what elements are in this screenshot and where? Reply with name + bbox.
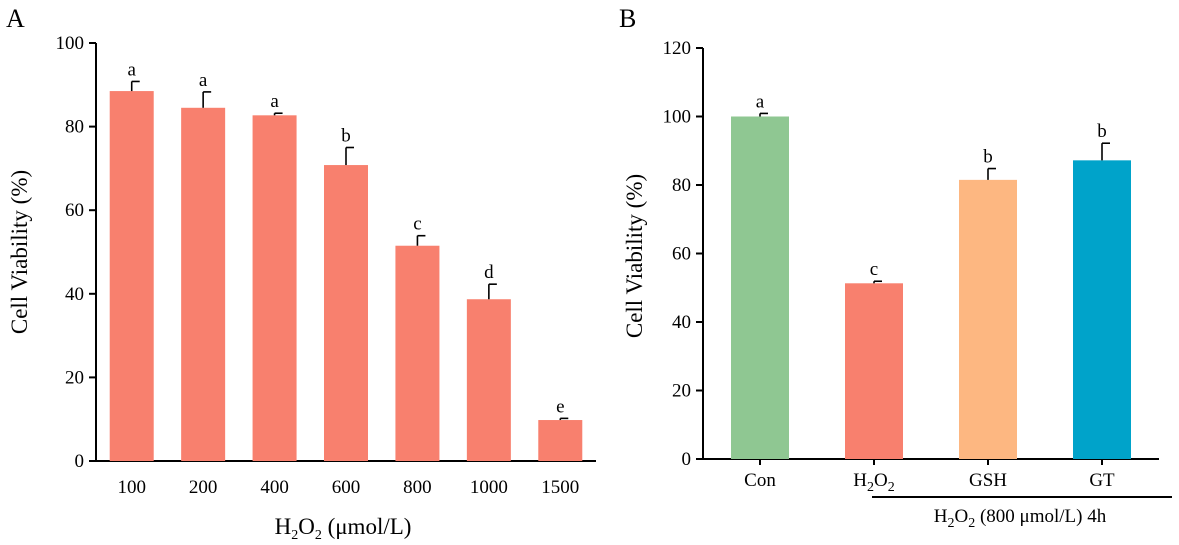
- xlabel-a-sub2: 2: [315, 528, 322, 543]
- chart-b: 0 20 40 60 80 100 120 a Con c H2O2 b GSH b GT Cell Vi…: [622, 38, 1172, 531]
- bar: [731, 116, 789, 459]
- y-tick-label: 40: [672, 312, 691, 333]
- bar: [466, 299, 511, 461]
- x-tick-label: GSH: [969, 470, 1007, 491]
- y-tick-label: 60: [672, 244, 691, 265]
- y-tick-label: 20: [672, 381, 691, 402]
- xlabel-a-sub1: 2: [291, 528, 298, 543]
- significance-letter: c: [870, 259, 878, 280]
- y-tick-label: 0: [682, 449, 692, 470]
- y-tick-label: 80: [672, 175, 691, 196]
- bar: [538, 420, 583, 461]
- y-tick-label: 0: [75, 451, 85, 472]
- chart-a: 0 20 40 60 80 100 a 100 a 200 a 400 b 600 c 800 d 1000 e 1…: [7, 33, 596, 543]
- chart-b-ylabel: Cell Viability (%): [622, 174, 647, 338]
- treatment-label: H2O2 (800 μmol/L) 4h: [934, 506, 1107, 531]
- chart-a-ylabel: Cell Viability (%): [7, 170, 32, 334]
- significance-letter: a: [127, 59, 136, 80]
- panel-a-letter: A: [6, 4, 25, 33]
- x-tick-label: 600: [332, 477, 361, 498]
- y-tick-label: 120: [663, 38, 692, 59]
- xlabel-a-unit: (μmol/L): [322, 514, 412, 539]
- x-tick-label: 1000: [470, 477, 508, 498]
- significance-letter: b: [341, 126, 351, 147]
- x-tick-label: 400: [260, 477, 289, 498]
- xlabel-a-o: O: [298, 514, 315, 539]
- y-tick-label: 20: [65, 367, 84, 388]
- x-tick-label: 800: [403, 477, 432, 498]
- y-tick-label: 100: [56, 33, 85, 54]
- bar: [109, 91, 154, 461]
- bar: [181, 107, 226, 461]
- bar: [252, 115, 297, 462]
- x-tick-label: 1500: [541, 477, 579, 498]
- x-tick-label: Con: [744, 470, 776, 491]
- xlabel-a-h: H: [275, 514, 292, 539]
- significance-letter: e: [556, 396, 564, 417]
- bar: [395, 245, 440, 461]
- y-tick-label: 60: [65, 200, 84, 221]
- significance-letter: b: [1097, 121, 1107, 142]
- bar: [1073, 160, 1131, 459]
- x-tick-label: H2O2: [853, 470, 894, 495]
- significance-letter: d: [484, 262, 494, 283]
- bar: [324, 165, 368, 461]
- significance-letter: a: [199, 70, 208, 91]
- y-tick-label: 40: [65, 284, 84, 305]
- x-tick-label: 200: [189, 477, 218, 498]
- chart-a-xlabel: H2O2 (μmol/L): [275, 514, 412, 543]
- bar: [845, 283, 903, 459]
- significance-letter: c: [413, 214, 421, 235]
- y-tick-label: 100: [663, 107, 692, 128]
- y-tick-label: 80: [65, 117, 84, 138]
- significance-letter: b: [983, 147, 993, 168]
- x-tick-label: GT: [1089, 470, 1115, 491]
- significance-letter: a: [756, 91, 765, 112]
- x-tick-label: 100: [117, 477, 146, 498]
- panel-b-letter: B: [619, 4, 636, 33]
- bar: [959, 179, 1017, 460]
- significance-letter: a: [270, 91, 279, 112]
